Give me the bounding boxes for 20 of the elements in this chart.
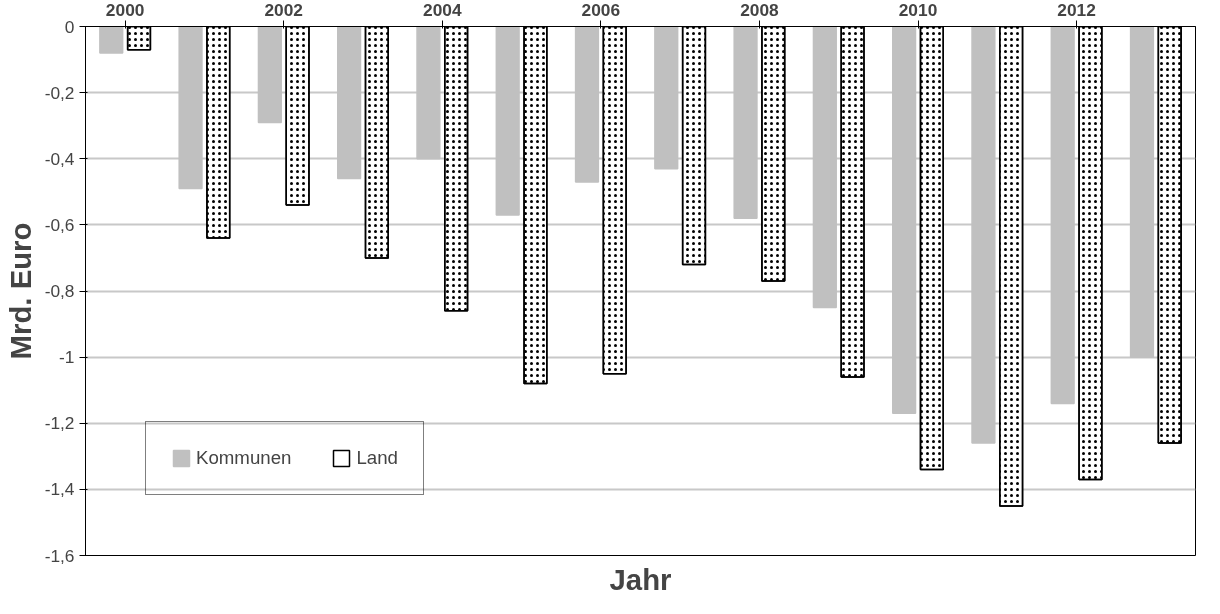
y-tick-label: -0,2 [44,82,75,103]
x-tick-label: 2012 [1057,0,1096,20]
y-tick-label: -1,4 [44,479,75,500]
y-tick-label: -0,8 [44,281,75,301]
x-tick-label: 2002 [264,0,303,20]
legend-label: Land [356,447,398,469]
x-tick-label: 2008 [740,0,780,20]
legend-label: Kommunen [196,447,292,469]
y-tick-label: -1 [59,347,75,368]
x-tick-label: 2004 [423,0,462,20]
x-axis-title: Jahr [609,562,672,596]
x-tick-label: 2010 [898,0,938,20]
y-axis-title: Mrd. Euro [3,222,37,360]
y-tick-label: 0 [64,16,75,37]
x-tick-label: 2006 [581,0,621,20]
y-tick-label: -1,2 [44,413,75,434]
y-tick-label: -0,6 [44,214,75,235]
y-tick-label: -1,6 [44,545,75,566]
y-tick-label: -0,4 [44,148,75,169]
x-tick-label: 2000 [105,0,145,20]
